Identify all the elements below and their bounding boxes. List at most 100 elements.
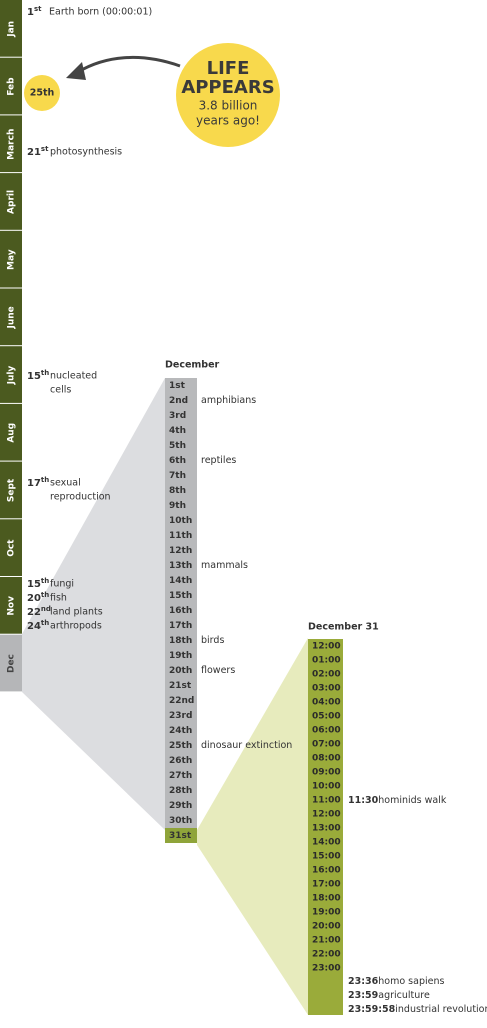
hour-event-time: 11:30 bbox=[348, 795, 379, 806]
event-suffix: th bbox=[41, 591, 49, 599]
event: 21st bbox=[27, 145, 49, 158]
day-label: 12th bbox=[169, 546, 192, 556]
hour-label: 15:00 bbox=[312, 852, 341, 862]
hour-label: 11:00 bbox=[312, 796, 341, 806]
day-label: 31st bbox=[169, 831, 192, 841]
day-cell bbox=[165, 393, 197, 408]
day-cell bbox=[165, 783, 197, 798]
event-day: 21 bbox=[27, 147, 41, 158]
day-label: 20th bbox=[169, 666, 192, 676]
hour-label: 20:00 bbox=[312, 922, 341, 932]
event-text: land plants bbox=[50, 607, 103, 618]
hour-event-time: 23:36 bbox=[348, 976, 379, 987]
month-label: March bbox=[7, 129, 17, 160]
month-label: July bbox=[7, 366, 17, 386]
month-label: Oct bbox=[7, 539, 17, 557]
hour-label: 12:00 bbox=[312, 810, 341, 820]
callout-body: 3.8 billion bbox=[199, 99, 258, 113]
event-day: 15 bbox=[27, 579, 41, 590]
december-31-title: December 31 bbox=[308, 622, 379, 633]
arrow bbox=[77, 56, 181, 74]
day-label: 10th bbox=[169, 516, 192, 526]
callout-body: years ago! bbox=[196, 114, 260, 128]
day-cell bbox=[165, 753, 197, 768]
hour-label: 10:00 bbox=[312, 782, 341, 792]
day-label: 19th bbox=[169, 651, 192, 661]
event: 20th bbox=[27, 591, 49, 604]
day-label: 8th bbox=[169, 486, 186, 496]
hour-label: 22:00 bbox=[312, 950, 341, 960]
day-cell bbox=[165, 498, 197, 513]
day-cell bbox=[165, 678, 197, 693]
hour-event: 23:36homo sapiens bbox=[348, 976, 444, 987]
event-suffix: th bbox=[41, 476, 49, 484]
event-text: reproduction bbox=[50, 492, 111, 503]
day-label: 1st bbox=[169, 381, 186, 391]
december-31-zoom bbox=[197, 638, 308, 1015]
event-day: 22 bbox=[27, 607, 41, 618]
month-label: May bbox=[7, 249, 17, 270]
day-label: 28th bbox=[169, 786, 192, 796]
hour-label: 12:00 bbox=[312, 642, 341, 652]
day-cell bbox=[165, 408, 197, 423]
day-label: 25th bbox=[169, 741, 192, 751]
hour-label: 07:00 bbox=[312, 740, 341, 750]
hour-event: 23:59agriculture bbox=[348, 990, 430, 1001]
day-label: 26th bbox=[169, 756, 192, 766]
day-cell bbox=[165, 438, 197, 453]
hour-event: 11:30hominids walk bbox=[348, 795, 447, 806]
callout-circle bbox=[176, 43, 280, 147]
hour-label: 23:00 bbox=[312, 964, 341, 974]
hour-label: 18:00 bbox=[312, 894, 341, 904]
arrow-head bbox=[66, 62, 86, 80]
day-cell bbox=[165, 513, 197, 528]
day-cell bbox=[165, 813, 197, 828]
hour-label: 01:00 bbox=[312, 656, 341, 666]
day-cell bbox=[165, 798, 197, 813]
day-cell bbox=[165, 618, 197, 633]
day-cell bbox=[165, 738, 197, 753]
day-cell bbox=[165, 723, 197, 738]
event-text: Earth born (00:00:01) bbox=[49, 7, 152, 18]
event-day: 17 bbox=[27, 478, 41, 489]
event-suffix: th bbox=[41, 619, 49, 627]
hour-label: 17:00 bbox=[312, 880, 341, 890]
event-day: 20 bbox=[27, 593, 41, 604]
december-event: reptiles bbox=[201, 455, 236, 466]
december-event: birds bbox=[201, 635, 224, 646]
day-cell bbox=[165, 603, 197, 618]
hour-label: 06:00 bbox=[312, 726, 341, 736]
event-text: fungi bbox=[50, 579, 74, 590]
hour-label: 16:00 bbox=[312, 866, 341, 876]
month-label: Sept bbox=[7, 478, 17, 502]
event: 1st bbox=[27, 5, 42, 18]
hour-event-time: 23:59 bbox=[348, 990, 378, 1001]
day-label: 15th bbox=[169, 591, 192, 601]
event: 17th bbox=[27, 476, 49, 489]
event-day: 24 bbox=[27, 621, 41, 632]
day-label: 16th bbox=[169, 606, 192, 616]
event-text: arthropods bbox=[50, 621, 102, 632]
month-cell bbox=[0, 403, 22, 461]
month-cell bbox=[0, 288, 22, 346]
day-label: 6th bbox=[169, 456, 186, 466]
day-cell bbox=[165, 543, 197, 558]
day-label: 4th bbox=[169, 426, 186, 436]
event-suffix: st bbox=[34, 5, 42, 13]
hour-label: 02:00 bbox=[312, 670, 341, 680]
hour-event-time: 23:59:58 bbox=[348, 1004, 396, 1015]
day-cell bbox=[165, 573, 197, 588]
month-cell bbox=[0, 173, 22, 230]
day-label: 2nd bbox=[169, 396, 188, 406]
event-suffix: th bbox=[41, 369, 49, 377]
event-text: fish bbox=[50, 593, 67, 604]
day-label: 7th bbox=[169, 471, 186, 481]
event-suffix: th bbox=[41, 577, 49, 585]
event-text: cells bbox=[50, 385, 71, 396]
hour-event-text: agriculture bbox=[378, 990, 430, 1001]
month-cell bbox=[0, 57, 22, 115]
month-label: Dec bbox=[7, 654, 17, 673]
event-suffix: st bbox=[41, 145, 49, 153]
day-cell bbox=[165, 528, 197, 543]
callout-title: APPEARS bbox=[181, 77, 274, 98]
